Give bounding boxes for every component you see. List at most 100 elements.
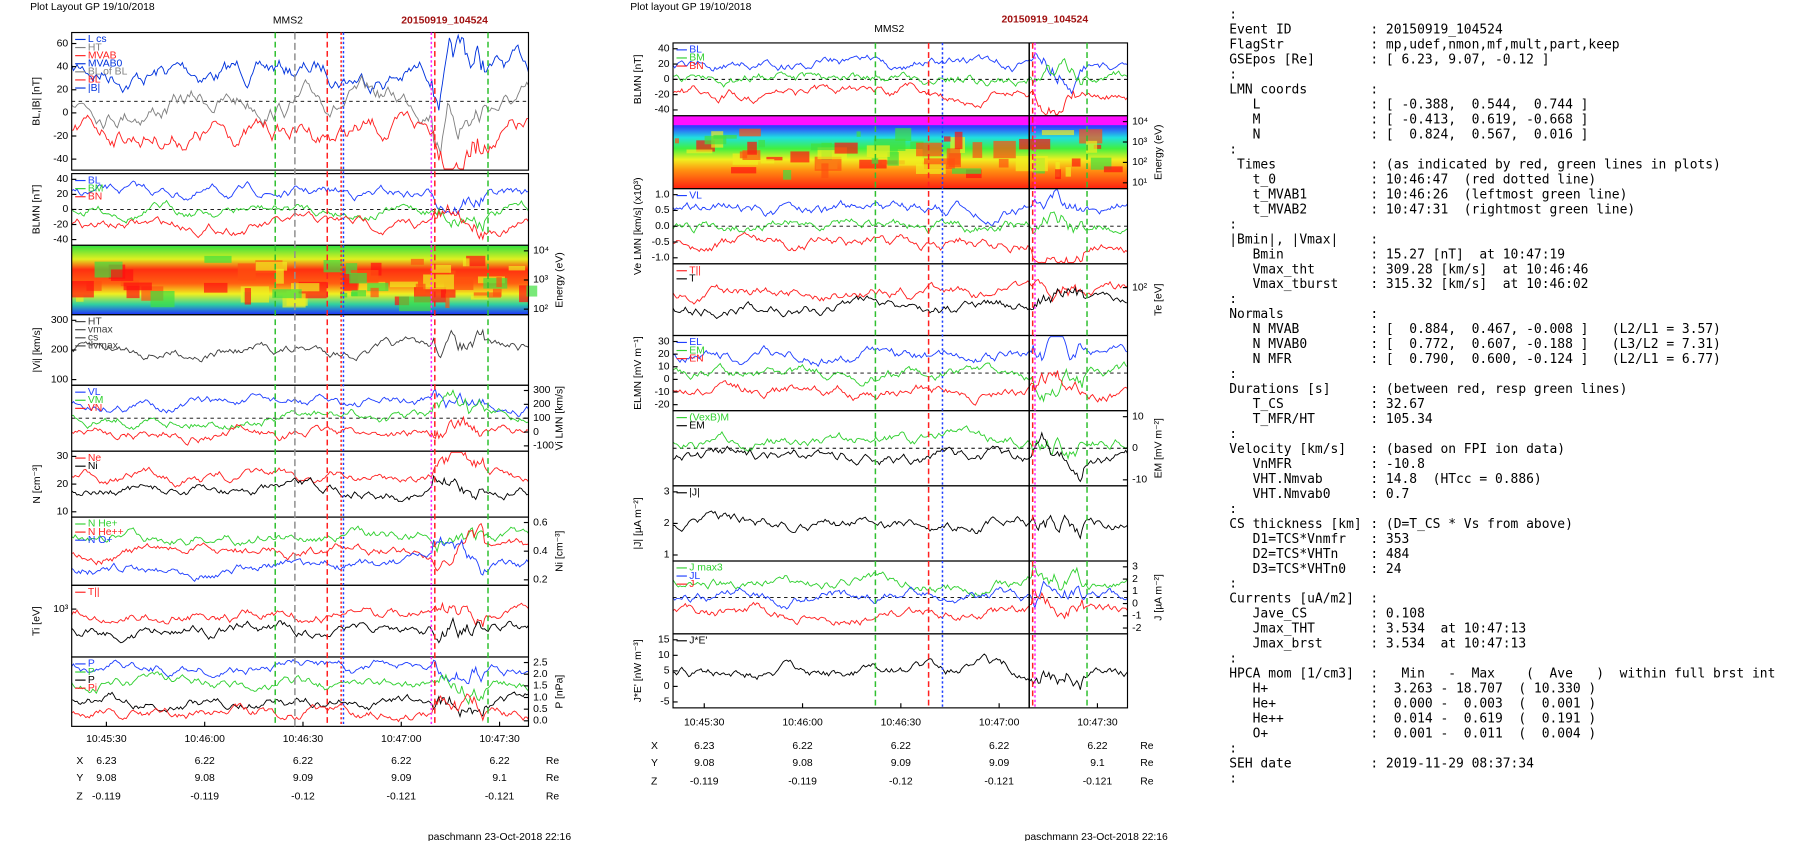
y-tick-label: 0 — [533, 427, 539, 438]
spectrogram-cell — [951, 168, 982, 174]
y-tick-label: -1 — [1132, 611, 1141, 622]
info-value: : [ 0.772, 0.607, -0.188 ] (L3/L2 = 7.31… — [1370, 337, 1721, 352]
trace — [672, 370, 1128, 406]
trace — [71, 525, 529, 554]
trace — [71, 693, 529, 723]
legend-label: N He+ — [88, 519, 118, 530]
spectrogram-cell — [948, 153, 961, 168]
y-tick-label: 100 — [533, 413, 551, 424]
spectrogram-cell — [834, 142, 858, 154]
legend-label: BL — [88, 75, 101, 86]
spectrogram-cell — [686, 149, 713, 154]
info-key: O+ — [1229, 727, 1268, 742]
y-tick-label: 0 — [1132, 443, 1138, 454]
info-value: : 0.7 — [1370, 487, 1409, 502]
info-key: CS thickness [km] — [1229, 517, 1361, 532]
info-value: : 20150919_104524 — [1370, 23, 1503, 38]
legend-label: L cs — [88, 34, 107, 45]
info-value: : 2019-11-29 08:37:34 — [1370, 756, 1534, 771]
legend-label: T|| — [88, 587, 100, 598]
spectrogram-cell — [389, 281, 418, 288]
info-key: T_CS — [1229, 397, 1284, 412]
info-key: SEH date — [1229, 756, 1292, 771]
info-key: Durations [s] — [1229, 382, 1330, 397]
info-key: Normals — [1229, 307, 1284, 322]
spectrogram-cell — [86, 280, 102, 291]
spectrogram-cell — [399, 296, 431, 312]
panel-frame — [71, 516, 530, 586]
legend-label: BN — [88, 191, 102, 202]
trace — [71, 180, 529, 215]
y-tick-label: 0.0 — [655, 221, 670, 232]
info-key: Velocity [km/s] — [1229, 442, 1346, 457]
info-key: Event ID — [1229, 23, 1291, 38]
ephemeris-unit: Re — [1140, 741, 1154, 752]
y-tick-label: 5 — [664, 666, 670, 677]
info-key: H+ — [1229, 682, 1268, 697]
spectrogram-cell — [859, 159, 887, 169]
plot-title: MMS2 — [874, 24, 904, 35]
panel-frame — [672, 263, 1129, 337]
info-value: : [ 6.23, 9.07, -0.12 ] — [1370, 53, 1549, 68]
info-value: : (as indicated by red, green lines in p… — [1370, 157, 1721, 172]
legend-label: J — [689, 579, 694, 590]
ephemeris-value: 6.22 — [391, 756, 411, 767]
info-value: : 315.32 [km/s] at 10:46:02 — [1370, 277, 1588, 292]
y-tick-label: -20 — [53, 219, 68, 230]
ephemeris-value: 6.23 — [694, 741, 714, 752]
legend-label: N He++ — [88, 527, 124, 538]
trace — [672, 211, 1128, 235]
spectrogram-cell — [445, 293, 450, 308]
trace — [672, 431, 1128, 483]
spectrogram-cell — [508, 265, 526, 271]
info-key: He+ — [1229, 697, 1276, 712]
info-value: : — [1370, 307, 1378, 322]
y-tick-label: 15 — [658, 635, 670, 646]
spectrogram-cell — [747, 141, 757, 155]
spectrogram-cell — [349, 272, 367, 284]
spectrogram-cell — [704, 135, 727, 145]
spectrogram-cell — [943, 136, 951, 142]
trace — [71, 474, 529, 503]
event-id: 20150919_104524 — [401, 16, 488, 27]
ephemeris-value: 9.08 — [96, 773, 116, 784]
y-tick-label: -5 — [660, 697, 669, 708]
legend-label: VM — [88, 395, 104, 406]
info-value: : mp,udef,nmon,mf,mult,part,keep — [1370, 38, 1619, 53]
y-tick-label: -1.0 — [652, 253, 670, 264]
panel-frame — [672, 42, 1129, 117]
spectrogram-cell — [1019, 138, 1051, 150]
panel-frame — [71, 384, 530, 452]
legend-label: J*E' — [689, 636, 707, 647]
trace — [71, 328, 529, 363]
layout-note: Plot layout GP 19/10/2018 — [630, 2, 751, 13]
info-key: He++ — [1229, 712, 1284, 727]
ephemeris-value: 6.22 — [989, 741, 1009, 752]
ephemeris-value: 9.08 — [792, 758, 812, 769]
info-value: : (based on FPI ion data) — [1370, 442, 1565, 457]
spectrogram-cell — [272, 289, 302, 299]
spectrogram-cell — [526, 285, 538, 297]
info-value: : 309.28 [km/s] at 10:46:46 — [1370, 262, 1588, 277]
ephemeris-value: 6.22 — [1087, 741, 1107, 752]
legend-label: T|| — [689, 265, 701, 276]
legend-label: BL — [88, 175, 101, 186]
y-tick-label: 0.6 — [533, 517, 548, 528]
y-tick-label: 0 — [664, 74, 670, 85]
ephemeris-unit: Re — [546, 792, 560, 803]
trace — [71, 33, 529, 111]
event-id: 20150919_104524 — [1001, 15, 1088, 26]
legend-label: EM — [689, 345, 705, 356]
spectrogram-cell — [1071, 158, 1081, 167]
trace — [672, 653, 1128, 690]
y-tick-label: 0 — [664, 374, 670, 385]
info-value: : — [1370, 592, 1378, 607]
info-key: Jmax_THT — [1229, 622, 1315, 637]
panel-frame — [672, 633, 1129, 709]
trace — [71, 199, 529, 232]
trace — [672, 336, 1128, 368]
y-tick-label: 30 — [658, 336, 670, 347]
trace — [71, 535, 529, 582]
info-key: |Bmin|, |Vmax| — [1229, 232, 1338, 247]
legend-label: P — [88, 659, 95, 670]
